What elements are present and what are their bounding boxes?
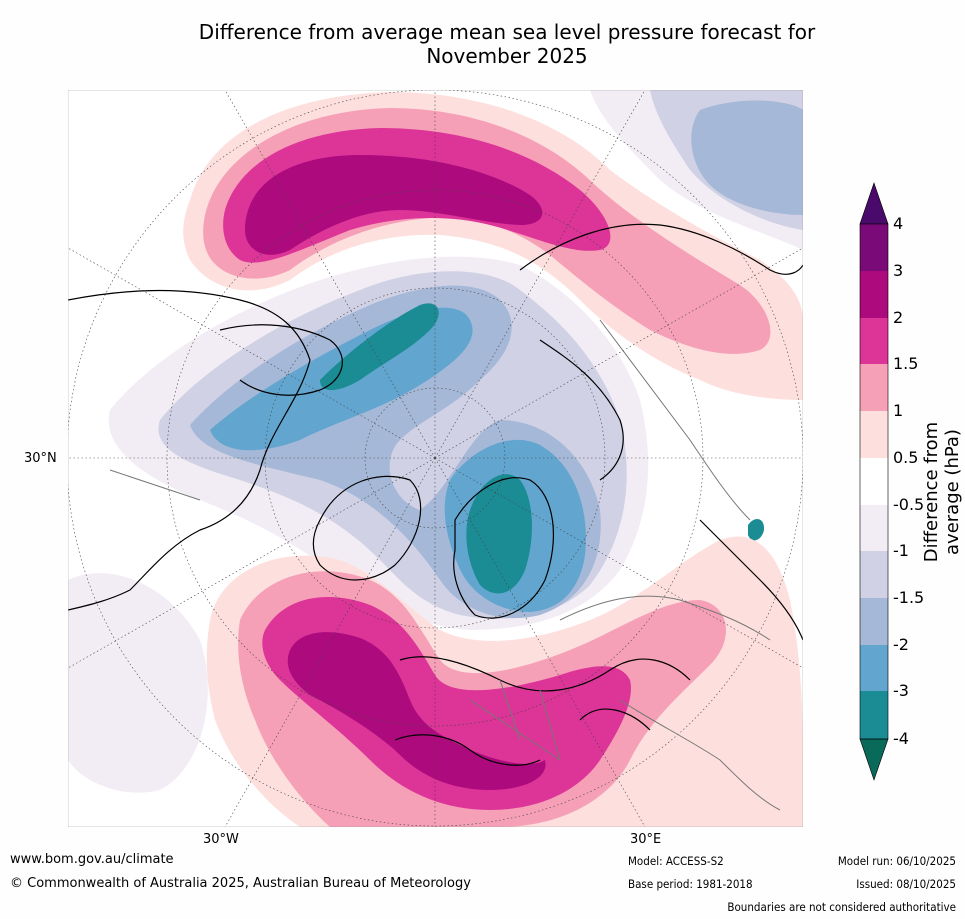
website-link[interactable]: www.bom.gov.au/climate [10,852,174,867]
colorbar-tick: 4 [893,214,904,233]
colorbar-tick: 1.5 [893,354,919,373]
colorbar-tick: -2 [893,635,909,654]
colorbar-tick: -4 [893,729,909,748]
borders [109,319,781,811]
anomaly-region-purple-pacific [245,155,543,255]
lon-label-30e: 30°E [630,832,662,847]
coastline-asia-east [699,519,803,641]
colorbar-bin-2-3 [860,271,888,318]
colorbar-tick: 1 [893,401,904,420]
chart-title: Difference from average mean sea level p… [0,20,965,68]
colorbar-tick: -1.5 [893,588,925,607]
coastlines [68,223,803,766]
colorbar-tick: 2 [893,308,904,327]
title-line-1: Difference from average mean sea level p… [198,20,816,44]
colorbar-bin-0.5-1 [860,411,888,458]
colorbar-tick: -0.5 [893,495,925,514]
anomaly-region-teal-arctic [320,303,439,391]
coastline-scandinavia [453,477,555,619]
copyright-text: © Commonwealth of Australia 2025, Austra… [10,876,471,891]
anomaly-region-purple-atlantic [287,632,546,790]
colorbar-bin-neg0.5-neg1 [860,505,888,551]
issued-text: Issued: 08/10/2025 [856,877,956,891]
colorbar-tick: -3 [893,681,909,700]
colorbar-bin-3-4 [860,224,888,271]
map-panel [68,90,803,827]
graticule [68,90,803,827]
coastline-canada-arctic [219,324,343,396]
title-line-2: November 2025 [426,44,588,68]
coastline-europe [394,656,691,766]
base-period-text: Base period: 1981-2018 [628,877,753,891]
colorbar [859,182,889,781]
disclaimer-text: Boundaries are not considered authoritat… [727,900,956,914]
model-run-text: Model run: 06/10/2025 [837,854,956,868]
anomaly-region-blue-northeast [691,100,803,215]
model-text: Model: ACCESS-S2 [628,854,724,868]
colorbar-tick: -1 [893,541,909,560]
coastline-north-america [68,289,311,611]
colorbar-title: Difference from average (hPa) [921,421,963,563]
colorbar-extend-bottom [859,738,889,781]
colorbar-bin-neg2-neg3 [860,645,888,691]
colorbar-tick: 0.5 [893,448,919,467]
colorbar-bin-neg1-neg1.5 [860,551,888,598]
colorbar-bin-neg1.5-neg2 [860,598,888,645]
anomaly-region-lavender-west [68,573,208,793]
colorbar-bin-neutral [860,458,888,505]
colorbar-tick: 3 [893,261,904,280]
coastline-greenland [312,475,422,581]
coastline-russia-north [539,339,624,481]
colorbar-bin-neg3-neg4 [860,691,888,739]
colorbar-bin-1-1.5 [860,364,888,411]
colorbar-bin-1.5-2 [860,318,888,364]
coastline-siberia [519,223,803,275]
lon-label-30w: 30°W [203,832,239,847]
colorbar-extend-top [859,182,889,225]
lat-label-30n: 30°N [24,451,57,466]
anomaly-region-teal-east [748,518,765,541]
